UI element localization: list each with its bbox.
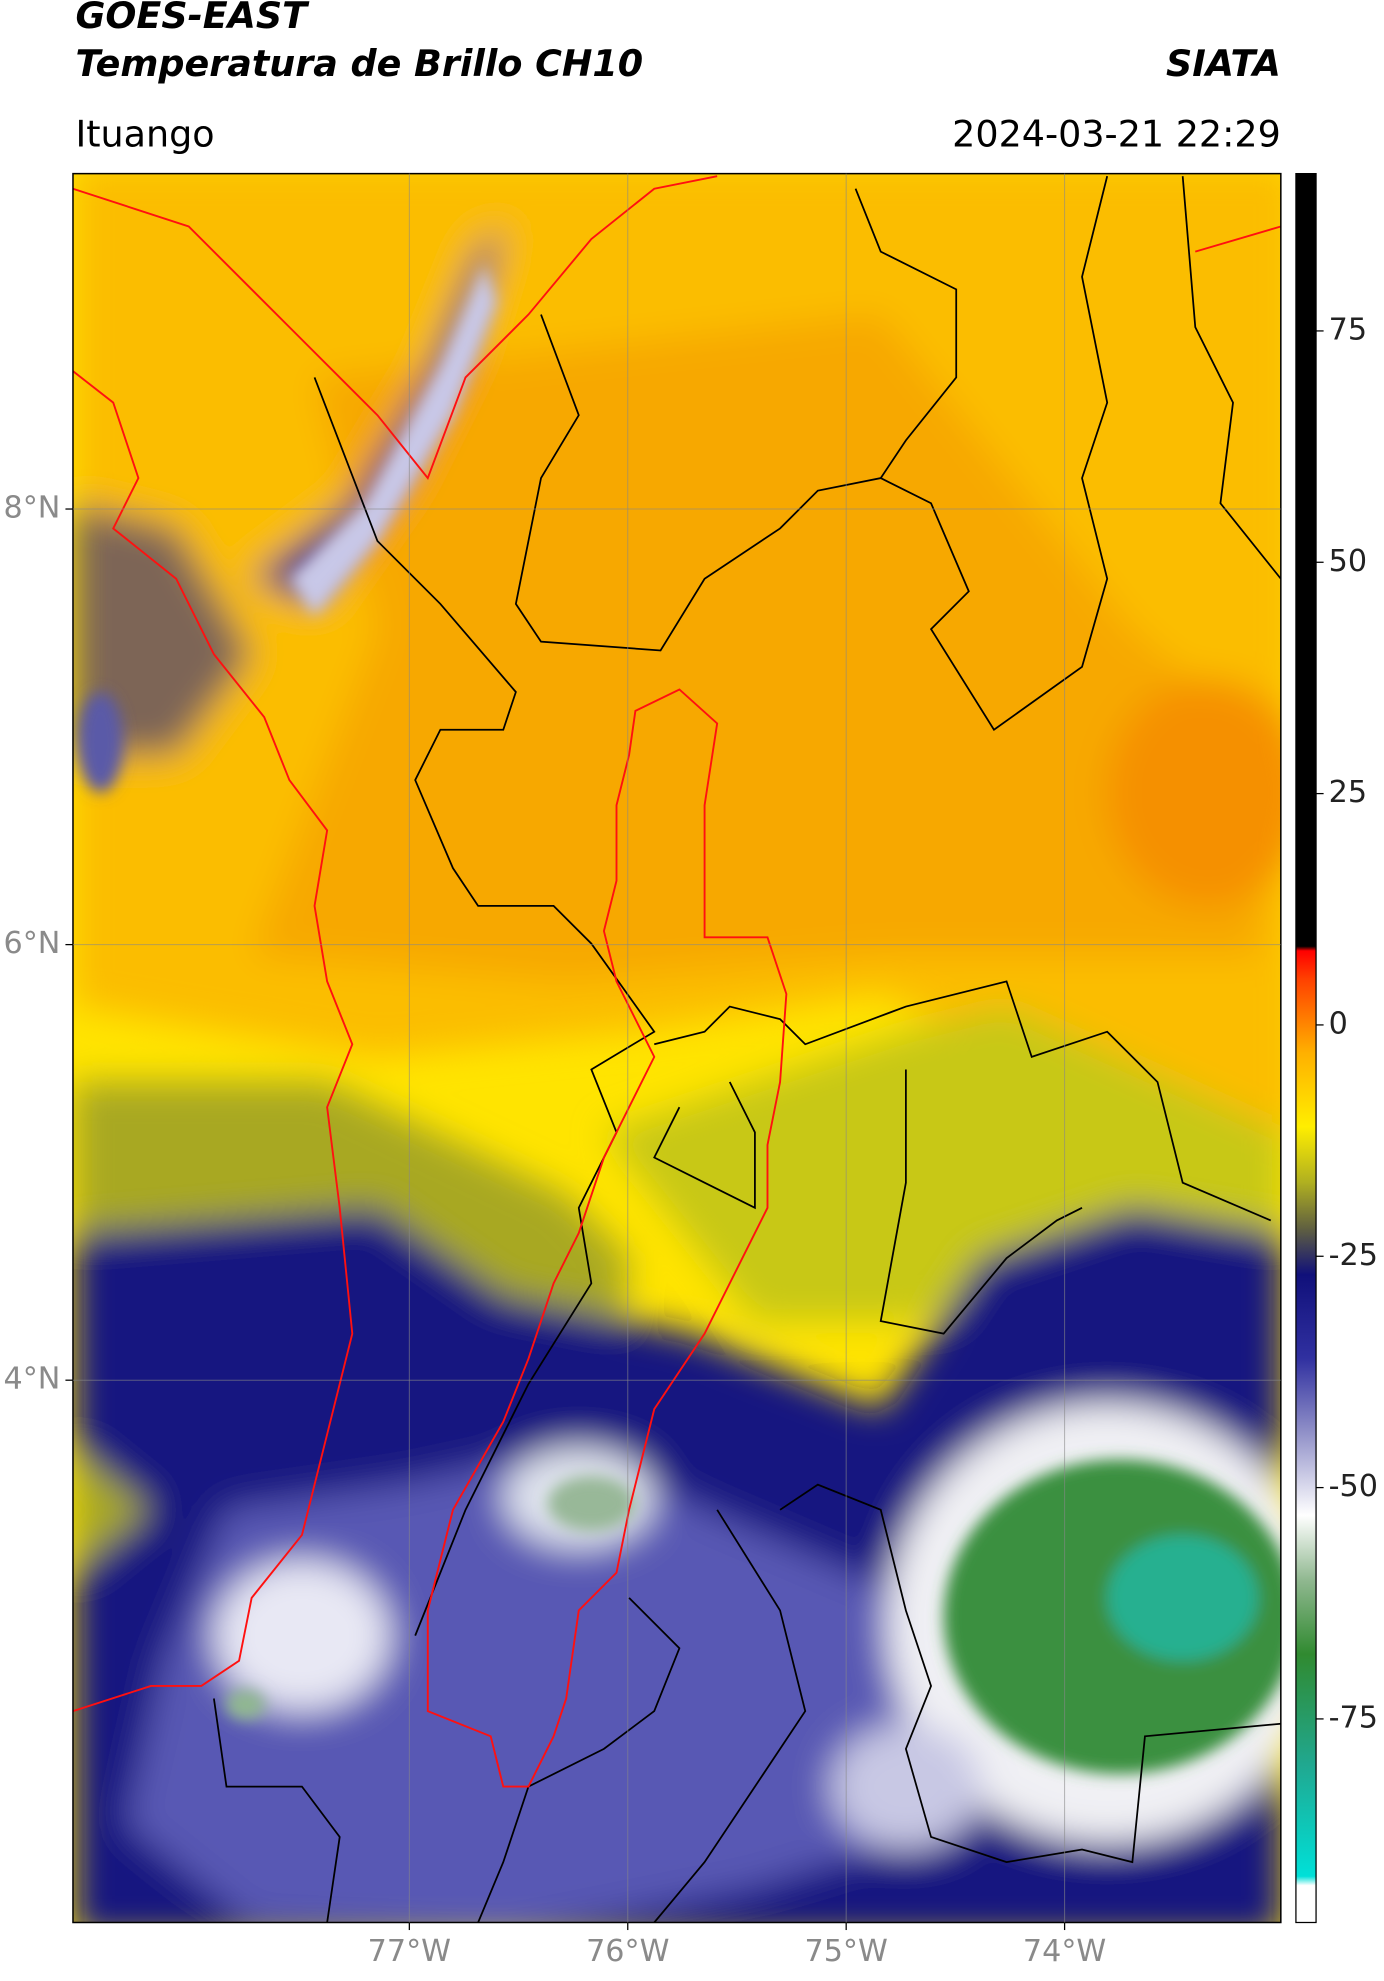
datetime: 2024-03-21 22:29 <box>952 112 1281 155</box>
colorbar-tick-label: -75 <box>1329 1700 1378 1735</box>
colorbar-tick-label: 0 <box>1329 1006 1348 1041</box>
satellite-title: GOES-EAST <box>75 0 310 37</box>
colorbar-tick-label: 50 <box>1329 544 1367 579</box>
x-tick-label: 75°W <box>804 1934 887 1969</box>
y-tick-label: 6°N <box>4 926 61 961</box>
colorbar-tick-label: -50 <box>1329 1469 1378 1504</box>
map-frame <box>72 172 1282 1924</box>
x-tick-label: 76°W <box>586 1934 669 1969</box>
y-tick-label: 8°N <box>4 491 61 526</box>
x-tick-label: 74°W <box>1023 1934 1106 1969</box>
colorbar-tick-label: -25 <box>1329 1238 1378 1273</box>
colorbar <box>1295 172 1317 1924</box>
y-tick-label: 4°N <box>4 1362 61 1397</box>
colorbar-tick-label: 75 <box>1329 312 1367 347</box>
satellite-image <box>72 173 1281 1923</box>
x-tick-label: 77°W <box>368 1934 451 1969</box>
product-title: Temperatura de Brillo CH10 <box>75 42 643 85</box>
region-name: Ituango <box>75 112 214 155</box>
colorbar-tick-label: 25 <box>1329 775 1367 810</box>
institution: SIATA <box>1166 42 1281 85</box>
